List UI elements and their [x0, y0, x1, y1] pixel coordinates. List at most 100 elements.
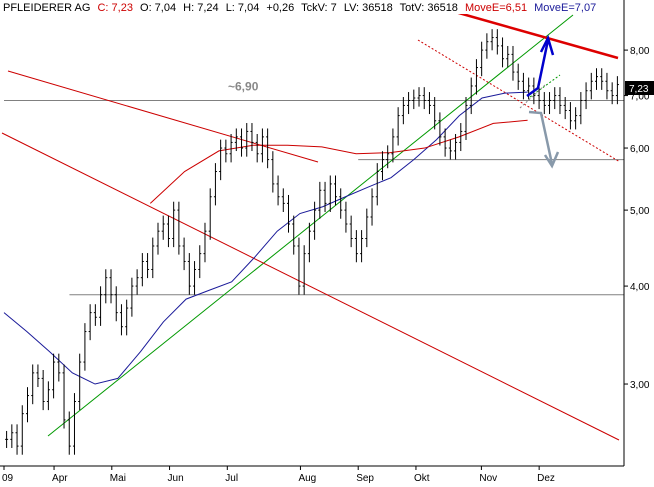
- ohlc-bar: [78, 353, 82, 411]
- ohlc-bar: [495, 29, 499, 55]
- header-open: O: 7,04: [140, 2, 176, 14]
- ohlc-bar: [135, 269, 139, 295]
- chart-header: PFLEIDERER AG C: 7,23 O: 7,04 H: 7,24 L:…: [0, 0, 596, 14]
- ohlc-bar: [166, 215, 170, 248]
- ohlc-bar: [25, 387, 29, 423]
- header-lv: LV: 36518: [344, 2, 393, 14]
- ohlc-bar: [469, 77, 473, 115]
- ohlc-bar: [360, 230, 364, 263]
- ohlc-bar: [36, 364, 40, 388]
- ohlc-bar: [333, 175, 337, 206]
- ohlc-bar: [344, 201, 348, 233]
- ohlc-bar: [161, 215, 165, 240]
- y-axis: 3,00 4,00 5,00 6,00 7,00 8,00: [623, 0, 650, 466]
- ohlc-bar: [521, 72, 525, 100]
- ohlc-bar: [558, 87, 562, 115]
- ohlc-bar: [72, 393, 76, 455]
- header-move-blue: MoveE=7,07: [534, 2, 596, 14]
- ohlc-bar: [276, 175, 280, 206]
- ohlc-bar: [579, 92, 583, 125]
- ohlc-bar: [10, 424, 14, 448]
- ohlc-bar: [93, 304, 97, 326]
- ohlc-bar: [605, 72, 609, 100]
- ohlc-bar: [104, 269, 108, 304]
- header-change: +0,26: [266, 2, 294, 14]
- last-price-label: 7,23: [629, 84, 649, 95]
- ohlc-bar: [391, 128, 395, 163]
- x-tick-label: Nov: [479, 473, 497, 484]
- arrow-down-head-icon: [543, 151, 560, 169]
- header-move-red: MoveE=6,51: [465, 2, 527, 14]
- header-high: H: 7,24: [183, 2, 218, 14]
- ohlc-bar: [506, 45, 510, 68]
- ohlc-bar: [234, 128, 238, 152]
- forecast-arrows: [526, 34, 560, 169]
- ohlc-bar: [172, 201, 176, 248]
- ohlc-bar: [548, 92, 552, 115]
- ohlc-bar: [615, 76, 619, 105]
- ohlc-bar: [229, 134, 233, 163]
- gray-dotted-line: [519, 84, 546, 109]
- x-tick-label: Jul: [225, 473, 238, 484]
- ohlc-bar: [83, 323, 87, 371]
- ohlc-bar: [292, 215, 296, 255]
- ohlc-bar: [610, 82, 614, 105]
- ohlc-bar: [99, 286, 103, 326]
- ohlc-bar: [109, 269, 113, 304]
- x-axis: 09 Apr Mai Jun Jul Aug Sep Okt Nov Dez: [0, 465, 624, 484]
- x-tick-label: Dez: [537, 473, 555, 484]
- ohlc-bar: [365, 208, 369, 248]
- ohlc-bar: [490, 29, 494, 51]
- ohlc-bar: [474, 59, 478, 95]
- ohlc-bar: [260, 128, 264, 163]
- y-tick-label: 6,00: [630, 144, 650, 155]
- header-low: L: 7,04: [226, 2, 260, 14]
- ohlc-bar: [568, 102, 572, 130]
- ohlc-bar: [208, 188, 212, 240]
- ohlc-bar: [198, 245, 202, 279]
- ohlc-bar: [349, 215, 353, 248]
- ohlc-bar: [287, 194, 291, 233]
- ohlc-bar: [412, 89, 416, 110]
- ohlc-bar: [485, 33, 489, 59]
- ohlc-bar: [130, 277, 134, 317]
- ohlc-bar: [339, 188, 343, 219]
- red-upper-line: [7, 70, 319, 163]
- ohlc-bar: [245, 123, 249, 157]
- ohlc-bar: [266, 128, 270, 169]
- ohlc-bar: [370, 188, 374, 226]
- ohlc-bar: [271, 151, 275, 193]
- ohlc-bar: [5, 430, 9, 448]
- header-name: PFLEIDERER AG: [3, 2, 90, 14]
- x-tick-label: Aug: [298, 473, 316, 484]
- x-tick-label: Jun: [168, 473, 184, 484]
- ohlc-bar: [516, 63, 520, 90]
- ohlc-bar: [464, 97, 468, 141]
- ohlc-bar: [600, 68, 604, 90]
- ohlc-bar: [224, 139, 228, 163]
- ohlc-bar: [589, 72, 593, 100]
- ohlc-bar: [542, 92, 546, 115]
- x-tick-label: Sep: [356, 473, 374, 484]
- ohlc-bar: [177, 201, 181, 255]
- ohlc-bar: [151, 237, 155, 279]
- x-tick-label: Okt: [414, 473, 430, 484]
- ohlc-bars: [5, 29, 619, 455]
- ohlc-bar: [193, 261, 197, 295]
- ohlc-bar: [375, 163, 379, 206]
- ohlc-bar: [454, 134, 458, 160]
- svg-text:PFLEIDERER AG C: 7,23: PFLEIDERER AG C: 7,23 O: 7,04 H: 7,24 L:…: [3, 2, 596, 14]
- level-annotation: ~6,90: [228, 79, 259, 93]
- ohlc-bar: [302, 245, 306, 295]
- ohlc-bar: [203, 222, 207, 263]
- ohlc-bar: [46, 381, 50, 411]
- y-tick-label: 5,00: [630, 206, 650, 217]
- x-tick-label: Mai: [110, 473, 126, 484]
- last-price-badge: 7,23: [625, 81, 654, 95]
- ohlc-bar: [396, 107, 400, 146]
- ohlc-bar: [146, 253, 150, 279]
- ohlc-bar: [323, 181, 327, 212]
- y-tick-label: 8,00: [630, 46, 650, 57]
- arrow-down: [528, 110, 554, 165]
